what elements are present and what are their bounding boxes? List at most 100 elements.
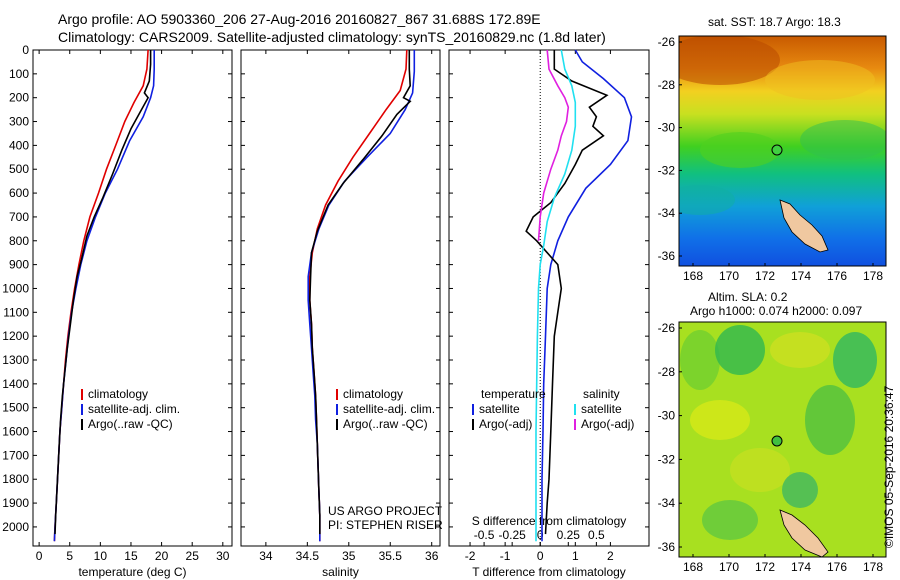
map-x-tick-label: 172 [755,269,775,283]
map-y-tick-label: -26 [658,35,676,49]
map-y-tick-label: -34 [658,206,676,220]
y-tick-label: 200 [9,91,29,105]
y-tick-label: 1900 [2,496,29,510]
pi-annotation: PI: STEPHEN RISER [328,518,443,532]
series-argo-raw-qc- [308,50,412,535]
map-x-tick-label: 172 [755,560,775,574]
y-tick-label: 300 [9,115,29,129]
y-tick-label: 500 [9,162,29,176]
map-x-tick-label: 168 [683,560,703,574]
argo-location-marker-sla [771,435,783,447]
title-line-2: Climatology: CARS2009. Satellite-adjuste… [58,29,606,45]
map-y-tick-label: -32 [658,163,676,177]
legend-entry: climatology [343,387,403,401]
map-y-tick-label: -28 [658,365,676,379]
x-tick-label: 25 [186,549,200,563]
map-y-tick-label: -30 [658,409,676,423]
y-tick-label: 700 [9,210,29,224]
imos-credit: ©IMOS 05-Sep-2016 20:36:47 [882,385,896,548]
legend-entry: Argo(..raw -QC) [88,417,173,431]
legend-entry: satellite [479,402,520,416]
s-tick-label: 0 [537,528,544,542]
series-temperature-satellite [541,49,633,542]
s-tick-label: 0.5 [588,528,605,542]
title-line-1: Argo profile: AO 5903360_206 27-Aug-2016… [58,11,541,27]
y-tick-label: 1200 [2,329,29,343]
map-y-tick-label: -36 [658,540,676,554]
y-tick-label: 800 [9,234,29,248]
map-x-tick-label: 176 [827,560,847,574]
map-x-tick-label: 178 [863,560,883,574]
x-tick-label: 34.5 [296,549,320,563]
map-y-tick-label: -30 [658,121,676,135]
y-tick-label: 600 [9,186,29,200]
x-tick-label: 36 [425,549,439,563]
legend-entry: satellite [581,402,622,416]
salinity-panel-frame [240,49,441,547]
legend-title-temperature: temperature [481,387,546,401]
y-tick-label: 100 [9,67,29,81]
y-tick-label: 1600 [2,425,29,439]
temperature-panel: 0 5 10 15 20 25 300100200300400500600700800900… [2,43,233,579]
map-x-tick-label: 178 [863,269,883,283]
x-tick-label: 0 [36,549,43,563]
map-y-tick-label: -36 [658,249,676,263]
y-tick-label: 900 [9,258,29,272]
x-tick-label: 1 [572,549,579,563]
y-tick-label: 400 [9,138,29,152]
map-x-tick-label: 174 [791,269,811,283]
legend-entry: Argo(-adj) [479,417,532,431]
s-axis-label: S difference from climatology [472,514,627,528]
map-x-tick-label: 170 [719,560,739,574]
map-y-tick-label: -26 [658,321,676,335]
x-axis-label: temperature (deg C) [78,565,186,579]
legend-entry: Argo(..raw -QC) [343,417,428,431]
series-argo-raw-qc- [54,50,152,535]
legend-entry: Argo(-adj) [581,417,634,431]
difference-panel: -2 -1 0 1 2 -0.5 -0.25 0 0.25 0.5S difference fro… [448,49,650,579]
y-tick-label: 1400 [2,377,29,391]
map-y-tick-label: -34 [658,496,676,510]
sst-map: sat. SST: 18.7 Argo: 18.3 168 170 172 174 17… [658,15,887,283]
s-tick-label: -0.25 [498,528,526,542]
map-y-tick-label: -28 [658,78,676,92]
x-tick-label: -1 [500,549,511,563]
sla-map: Altim. SLA: 0.2 Argo h1000: 0.074 h2000:… [658,290,887,574]
map-x-tick-label: 174 [791,560,811,574]
y-tick-label: 1800 [2,472,29,486]
y-tick-label: 2000 [2,520,29,534]
map-y-tick-label: -32 [658,452,676,466]
x-tick-label: 0 [537,549,544,563]
series-salinity-argo-adj- [537,49,570,241]
x-tick-label: -2 [465,549,476,563]
sla-map-title-2: Argo h1000: 0.074 h2000: 0.097 [690,304,862,318]
y-tick-label: 1100 [3,305,29,319]
x-tick-label: 20 [155,549,169,563]
map-x-tick-label: 168 [683,269,703,283]
x-tick-label: 35 [342,549,356,563]
s-tick-label: -0.5 [474,528,495,542]
sla-map-title-1: Altim. SLA: 0.2 [708,290,788,304]
x-axis-label: salinity [322,565,359,579]
y-tick-label: 0 [22,43,29,57]
sst-map-title: sat. SST: 18.7 Argo: 18.3 [708,15,841,29]
y-tick-label: 1500 [2,401,29,415]
y-tick-label: 1000 [2,281,29,295]
project-annotation: US ARGO PROJECT [328,504,443,518]
x-tick-label: 5 [66,549,73,563]
x-tick-label: 35.5 [379,549,403,563]
temperature-panel-frame [32,49,233,547]
map-x-tick-label: 176 [827,269,847,283]
y-tick-label: 1700 [2,448,29,462]
x-tick-label: 15 [124,549,138,563]
new-zealand-land-sla [779,509,829,557]
x-tick-label: 30 [216,549,230,563]
argo-location-marker [771,144,783,156]
legend-entry: satellite-adj. clim. [343,402,435,416]
series-temperature-argo-adj- [525,50,609,535]
x-axis-label: T difference from climatology [472,565,626,579]
x-tick-label: 2 [607,549,614,563]
s-tick-label: 0.25 [557,528,581,542]
salinity-panel: 34 34.5 35 35.5 36 salinity climatologysatelli… [240,49,441,579]
